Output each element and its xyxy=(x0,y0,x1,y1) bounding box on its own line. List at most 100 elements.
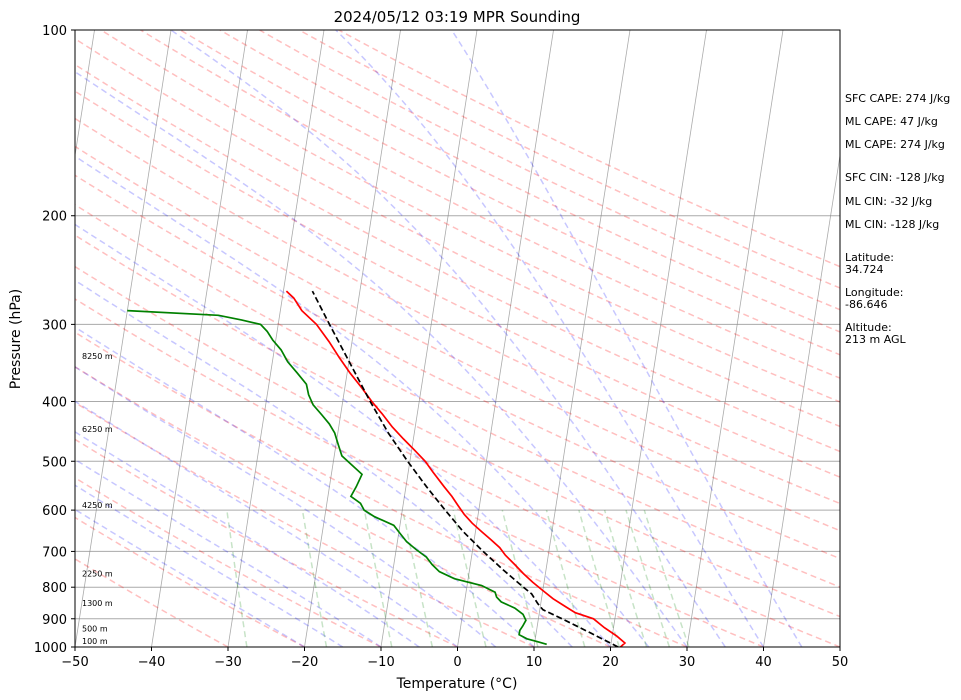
x-tick-label: 10 xyxy=(526,655,543,670)
isotherm-line xyxy=(75,30,172,647)
temperature-profile-line xyxy=(285,290,627,647)
ml-cin-text-2: ML CIN: -128 J/kg xyxy=(845,218,940,231)
dry-adiabat-line xyxy=(75,265,840,647)
dry-adiabat-line xyxy=(140,30,840,379)
dewpoint-profile-line xyxy=(127,309,547,646)
latitude-text: Latitude: 34.724 xyxy=(845,251,894,276)
height-label: 2250 m xyxy=(82,569,113,578)
moist-adiabat-line xyxy=(75,508,305,647)
mixing-ratio-line xyxy=(643,509,690,647)
isotherm-line xyxy=(610,30,707,647)
sounding-lines xyxy=(127,290,627,647)
longitude-text: Longitude: -86.646 xyxy=(845,286,904,311)
mixing-ratio-line xyxy=(401,509,434,647)
height-label: 6250 m xyxy=(82,425,113,434)
x-tick-label: −50 xyxy=(61,655,88,670)
moist-adiabat-line xyxy=(451,30,803,647)
ml-cin-text: ML CIN: -32 J/kg xyxy=(845,195,933,208)
sfc-cape-text: SFC CAPE: 274 J/kg xyxy=(845,92,951,105)
y-tick-label: 600 xyxy=(42,504,67,519)
isotherm-line xyxy=(686,30,784,647)
y-tick-label: 200 xyxy=(42,210,67,225)
moist-adiabat-line xyxy=(335,30,765,647)
moist-adiabat-line xyxy=(75,400,458,647)
x-tick-label: 30 xyxy=(679,655,696,670)
moist-adiabat-line xyxy=(75,430,420,647)
ml-cape-text: ML CAPE: 47 J/kg xyxy=(845,115,938,128)
x-tick-label: 0 xyxy=(453,655,461,670)
dry-adiabat-line xyxy=(75,438,458,647)
isotherm-line xyxy=(227,30,325,647)
dry-adiabat-line xyxy=(179,30,840,356)
moist-adiabat-line xyxy=(75,326,535,647)
x-tick-label: −30 xyxy=(214,655,241,670)
mixing-ratio-line xyxy=(545,509,586,647)
y-axis-title: Pressure (hPa) xyxy=(8,289,24,389)
y-tick-label: 400 xyxy=(42,395,67,410)
y-tick-label: 300 xyxy=(42,318,67,333)
mixing-ratio-line xyxy=(452,509,487,647)
x-axis: −50 −40 −30 −20 −10 0 10 20 30 40 50 xyxy=(61,647,848,670)
mixing-ratio-line xyxy=(578,509,621,647)
isotherm-line xyxy=(457,30,554,647)
plot-frame xyxy=(74,29,841,648)
height-labels: 100 m 500 m 1300 m 2250 m 4250 m 6250 m 8250 m xyxy=(82,352,113,646)
y-tick-label: 700 xyxy=(42,545,67,560)
x-tick-label: 20 xyxy=(602,655,619,670)
dry-adiabat-line xyxy=(75,203,840,588)
dry-adiabat-line xyxy=(75,234,840,618)
y-tick-label: 500 xyxy=(42,455,67,470)
dry-adiabat-line xyxy=(75,174,840,560)
height-label: 1300 m xyxy=(82,599,113,608)
mixing-ratio-line xyxy=(226,510,248,647)
dry-adiabat-line xyxy=(75,401,535,647)
parcel-profile-line xyxy=(311,290,619,647)
dry-adiabat-line xyxy=(75,37,840,428)
height-label: 500 m xyxy=(82,625,108,634)
moist-adiabat-line xyxy=(75,155,650,647)
dry-adiabat-line xyxy=(75,298,764,647)
height-label: 100 m xyxy=(82,637,108,646)
isotherm-line xyxy=(75,30,95,159)
chart-title: 2024/05/12 03:19 MPR Sounding xyxy=(334,8,581,26)
moist-adiabat-line xyxy=(75,70,688,647)
isotherm-line xyxy=(304,30,401,647)
moist-adiabat-line xyxy=(75,458,382,647)
mixing-ratio-line xyxy=(301,509,328,647)
altitude-text: Altitude: 213 m AGL xyxy=(845,321,906,346)
moist-adiabat-line xyxy=(75,484,344,647)
dry-adiabat-line xyxy=(75,516,305,647)
x-tick-label: −40 xyxy=(138,655,165,670)
mixing-ratio-line xyxy=(603,509,648,647)
dry-adiabat-line xyxy=(75,90,840,478)
y-tick-label: 1000 xyxy=(34,641,67,656)
dry-adiabat-line xyxy=(75,365,611,647)
sfc-cin-text: SFC CIN: -128 J/kg xyxy=(845,171,945,184)
ml-cape-text-2: ML CAPE: 274 J/kg xyxy=(845,138,945,151)
mixing-ratio-line xyxy=(625,509,671,647)
height-label: 4250 m xyxy=(82,501,113,510)
moist-adiabat-line xyxy=(75,279,573,647)
y-tick-label: 100 xyxy=(42,24,67,39)
x-tick-label: −10 xyxy=(367,655,394,670)
moist-adiabat-line xyxy=(75,223,612,647)
y-tick-label: 800 xyxy=(42,581,67,596)
height-label: 8250 m xyxy=(82,352,113,361)
x-axis-title: Temperature (°C) xyxy=(396,676,518,692)
isotherm-line xyxy=(763,152,840,647)
dry-adiabat-line xyxy=(75,117,840,505)
isotherm-line xyxy=(533,30,631,647)
moist-adiabat-line xyxy=(170,30,726,647)
dry-adiabat-line xyxy=(75,145,840,532)
dry-adiabat-line xyxy=(100,30,840,403)
dry-adiabat-line xyxy=(75,558,229,647)
x-tick-label: 40 xyxy=(755,655,772,670)
mixing-ratio-line xyxy=(363,509,393,647)
mixing-ratio-line xyxy=(501,509,539,647)
isotherm-line xyxy=(151,30,248,647)
x-tick-label: −20 xyxy=(291,655,318,670)
background-lines xyxy=(75,30,840,647)
dry-adiabat-line xyxy=(75,63,840,453)
y-tick-label: 900 xyxy=(42,613,67,628)
